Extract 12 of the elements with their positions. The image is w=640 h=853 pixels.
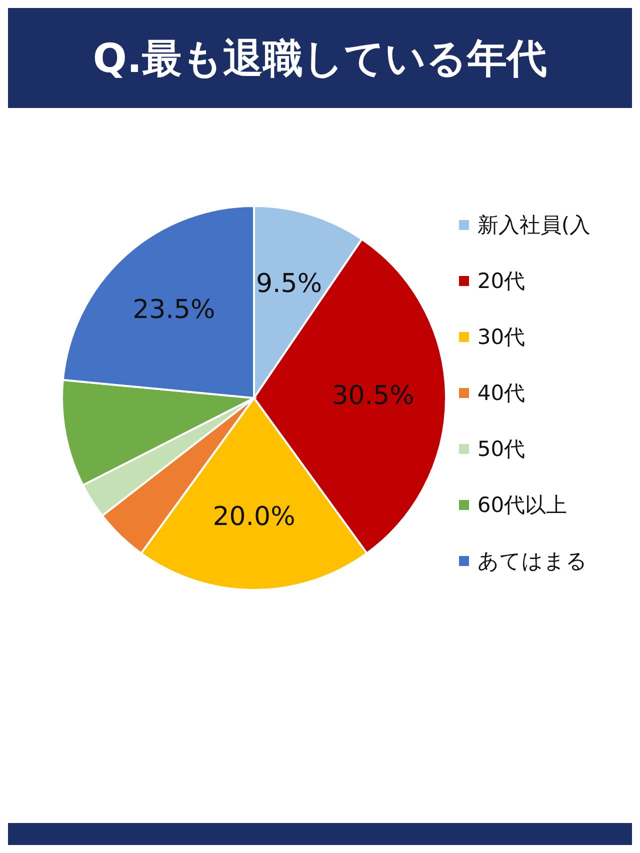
legend-label: 新入社員(入	[477, 212, 591, 239]
legend-label: あてはまる	[477, 548, 588, 575]
data-label: 9.5%	[256, 269, 322, 300]
data-label: 20.0%	[213, 502, 296, 532]
legend-label: 30代	[477, 324, 526, 351]
legend-label: 40代	[477, 380, 526, 407]
data-label: 30.5%	[332, 381, 415, 412]
chart-title: Q.最も退職している年代	[92, 34, 548, 84]
data-label: 23.5%	[132, 294, 216, 325]
legend-label: 60代以上	[477, 492, 568, 519]
legend-label: 20代	[477, 268, 526, 295]
legend-label: 50代	[477, 436, 526, 463]
